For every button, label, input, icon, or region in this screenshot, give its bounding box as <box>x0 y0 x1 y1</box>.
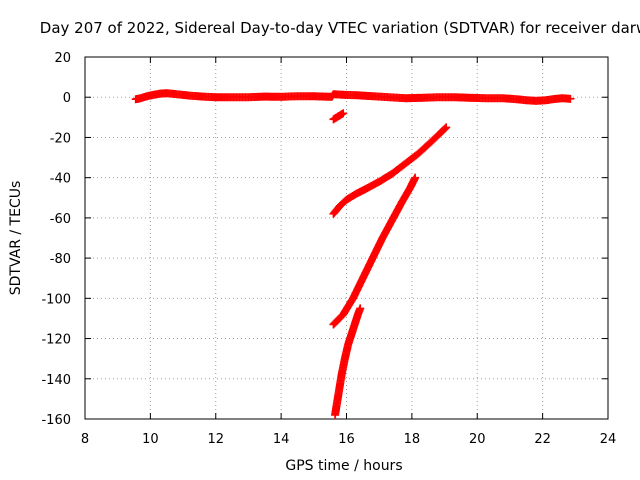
x-tick-label: 24 <box>600 432 617 447</box>
series-2 <box>329 123 451 218</box>
x-tick-label: 10 <box>142 432 159 447</box>
data-point <box>566 94 575 103</box>
series-3 <box>329 173 420 329</box>
chart-title: Day 207 of 2022, Sidereal Day-to-day VTE… <box>40 19 640 37</box>
x-tick-label: 16 <box>338 432 355 447</box>
y-tick-label: -80 <box>50 252 71 267</box>
x-tick-label: 14 <box>273 432 290 447</box>
grid <box>85 57 608 419</box>
x-tick-label: 12 <box>207 432 224 447</box>
data-series <box>131 89 575 419</box>
y-tick-label: -160 <box>41 413 71 428</box>
data-point <box>442 123 451 132</box>
y-tick-label: -120 <box>41 333 71 348</box>
series-1 <box>329 109 348 124</box>
x-tick-label: 18 <box>404 432 421 447</box>
x-tick-label: 22 <box>534 432 551 447</box>
y-tick-label: -60 <box>50 212 71 227</box>
y-tick-label: 0 <box>63 91 71 106</box>
y-tick-label: -20 <box>50 131 71 146</box>
data-point <box>356 304 365 313</box>
data-point <box>339 109 348 118</box>
y-tick-label: -40 <box>50 172 71 187</box>
y-tick-label: -100 <box>41 292 71 307</box>
y-tick-label: -140 <box>41 373 71 388</box>
y-axis-label: SDTVAR / TECUs <box>8 181 24 296</box>
x-tick-label: 20 <box>469 432 486 447</box>
x-tick-label: 8 <box>81 432 89 447</box>
series-4 <box>331 304 365 419</box>
axis-ticks: 8 10 12 14 16 18 20 22 24 -160 -140 -120 -100 -80 -60 -… <box>41 51 616 447</box>
series-0 <box>131 89 575 105</box>
x-axis-label: GPS time / hours <box>285 458 402 474</box>
y-tick-label: 20 <box>54 51 71 66</box>
data-point <box>441 124 450 133</box>
data-point <box>411 173 420 182</box>
